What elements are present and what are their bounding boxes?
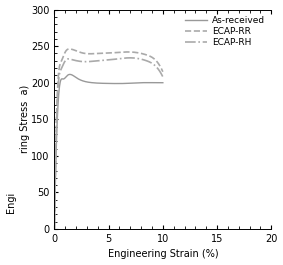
ECAP-RR — [118, 51, 121, 54]
Y-axis label: ring Stress  a): ring Stress a) — [20, 85, 29, 153]
Line: As-received: As-received — [54, 74, 163, 229]
ECAP-RR — [117, 51, 121, 54]
ECAP-RR — [144, 53, 148, 56]
ECAP-RH — [144, 59, 148, 62]
As-received — [53, 227, 56, 231]
X-axis label: Engineering Strain (%): Engineering Strain (%) — [108, 249, 218, 259]
ECAP-RH — [117, 57, 121, 60]
ECAP-RH — [151, 62, 155, 65]
ECAP-RR — [161, 70, 164, 73]
ECAP-RH — [119, 57, 123, 60]
As-received — [119, 82, 123, 85]
Line: ECAP-RH: ECAP-RH — [54, 58, 163, 229]
ECAP-RR — [151, 56, 155, 60]
ECAP-RH — [53, 227, 56, 231]
As-received — [161, 81, 164, 84]
Legend: As-received, ECAP-RR, ECAP-RH: As-received, ECAP-RR, ECAP-RH — [183, 14, 267, 49]
ECAP-RR — [119, 51, 123, 54]
ECAP-RH — [53, 203, 57, 206]
ECAP-RR — [53, 202, 57, 205]
As-received — [117, 82, 121, 85]
ECAP-RR — [53, 227, 56, 231]
As-received — [53, 208, 57, 211]
As-received — [68, 73, 72, 76]
As-received — [151, 81, 155, 84]
As-received — [144, 81, 148, 84]
ECAP-RR — [68, 47, 71, 51]
ECAP-RH — [128, 56, 132, 59]
As-received — [118, 82, 121, 85]
Text: Engi: Engi — [6, 192, 16, 213]
ECAP-RH — [117, 57, 120, 60]
ECAP-RH — [161, 75, 164, 78]
Line: ECAP-RR: ECAP-RR — [54, 49, 163, 229]
